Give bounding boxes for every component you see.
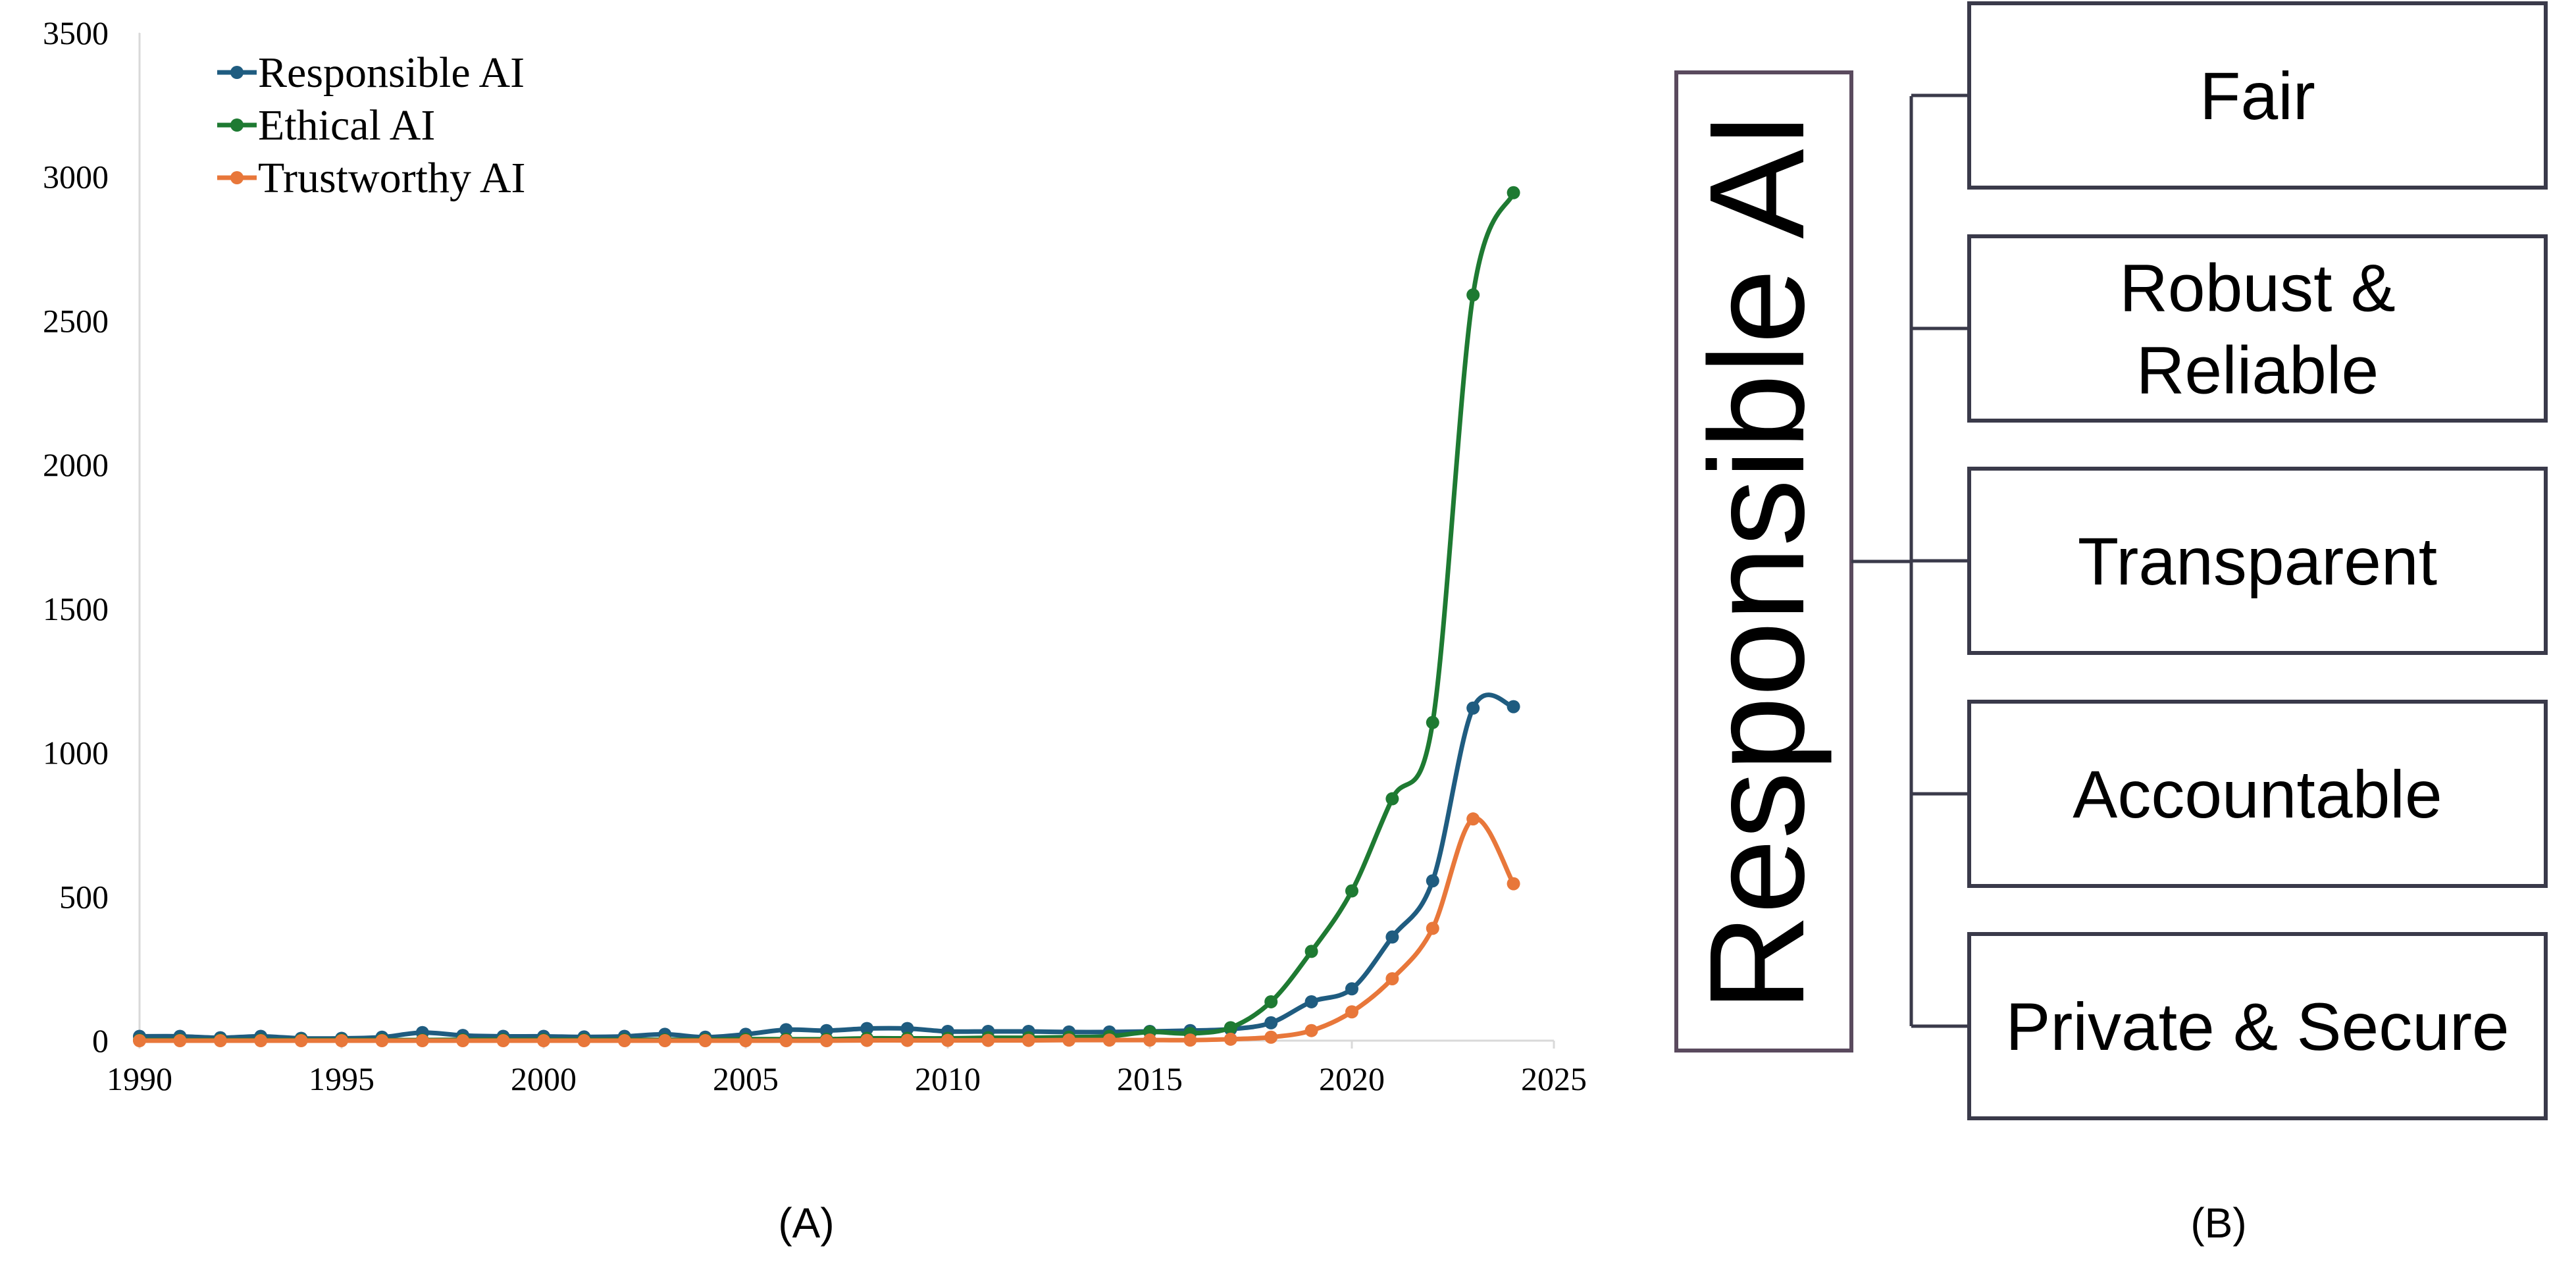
point <box>658 1034 672 1047</box>
x-tick-label: 2000 <box>511 1060 577 1097</box>
point <box>1507 700 1520 714</box>
point <box>1385 972 1399 985</box>
node-label: Accountable <box>2073 757 2442 832</box>
point <box>1183 1033 1197 1047</box>
x-tick-label: 2005 <box>713 1060 779 1097</box>
point <box>739 1034 752 1047</box>
point <box>1264 1030 1278 1044</box>
legend-marker <box>230 171 244 184</box>
point <box>1143 1033 1156 1047</box>
point <box>1385 930 1399 944</box>
legend-label: Trustworthy AI <box>258 154 525 202</box>
point <box>1264 1016 1278 1029</box>
node-label: Private & Secure <box>2005 989 2509 1064</box>
y-tick-label: 500 <box>59 878 109 915</box>
legend-label: Ethical AI <box>258 101 435 149</box>
series-line <box>139 816 1516 1043</box>
node-box <box>1967 700 2548 888</box>
point <box>133 1034 146 1047</box>
point <box>1062 1033 1076 1047</box>
point <box>375 1034 389 1047</box>
x-tick-label: 2015 <box>1117 1060 1183 1097</box>
y-tick-label: 3500 <box>43 14 109 51</box>
node-label: Reliable <box>2136 333 2379 408</box>
node-box <box>1967 932 2548 1120</box>
point <box>1102 1033 1116 1047</box>
point <box>698 1034 712 1047</box>
point <box>900 1022 914 1035</box>
legend-marker <box>230 118 244 132</box>
point <box>860 1033 874 1047</box>
legend-marker <box>230 66 244 79</box>
point <box>456 1034 470 1047</box>
x-tick-label: 2020 <box>1319 1060 1385 1097</box>
point <box>213 1034 227 1047</box>
point <box>1304 1024 1318 1037</box>
x-tick-label: 1995 <box>309 1060 374 1097</box>
point <box>537 1034 550 1047</box>
point <box>941 1033 954 1047</box>
point <box>1385 792 1399 806</box>
point <box>1224 1032 1237 1046</box>
point <box>779 1023 793 1037</box>
point <box>1224 1021 1237 1035</box>
caption: (B) <box>2190 1199 2246 1247</box>
node-label: Fair <box>2200 59 2315 134</box>
point <box>1426 922 1439 935</box>
point <box>294 1034 308 1047</box>
y-tick-label: 1000 <box>43 735 109 771</box>
point <box>617 1034 631 1047</box>
point <box>1507 877 1520 891</box>
point <box>1021 1033 1035 1047</box>
node-box <box>1967 1 2548 190</box>
point <box>1264 995 1278 1008</box>
y-tick-label: 0 <box>92 1022 109 1059</box>
y-tick-label: 3000 <box>43 159 109 195</box>
point <box>1345 1005 1358 1019</box>
point <box>860 1022 874 1035</box>
point <box>415 1034 429 1047</box>
point <box>1466 701 1480 715</box>
y-tick-label: 2000 <box>43 446 109 483</box>
node-box <box>1967 467 2548 655</box>
point <box>173 1034 187 1047</box>
x-tick-label: 2025 <box>1521 1060 1587 1097</box>
root-label: Responsible AI <box>1682 111 1832 1012</box>
point <box>335 1034 348 1047</box>
x-tick-label: 1990 <box>107 1060 172 1097</box>
point <box>900 1033 914 1047</box>
point <box>1345 982 1358 996</box>
point <box>819 1034 833 1047</box>
point <box>1507 186 1520 199</box>
root-box <box>1674 70 1853 1052</box>
node-box <box>1967 234 2548 423</box>
legend-label: Responsible AI <box>258 49 525 97</box>
point <box>496 1034 510 1047</box>
x-tick-label: 2010 <box>915 1060 981 1097</box>
series-line <box>139 192 1516 1043</box>
point <box>1466 288 1480 302</box>
y-tick-label: 2500 <box>43 302 109 339</box>
point <box>577 1034 591 1047</box>
y-tick-label: 1500 <box>43 590 109 627</box>
point <box>779 1034 793 1047</box>
point <box>1304 945 1318 958</box>
series-line <box>139 692 1514 1041</box>
node-label: Robust & <box>2119 251 2396 326</box>
node-label: Transparent <box>2078 524 2437 599</box>
caption: (A) <box>778 1199 834 1247</box>
point <box>981 1033 995 1047</box>
point <box>1345 884 1358 898</box>
point <box>1426 715 1439 729</box>
point <box>1304 995 1318 1008</box>
point <box>1426 874 1439 888</box>
point <box>254 1034 268 1047</box>
point <box>1466 812 1480 826</box>
